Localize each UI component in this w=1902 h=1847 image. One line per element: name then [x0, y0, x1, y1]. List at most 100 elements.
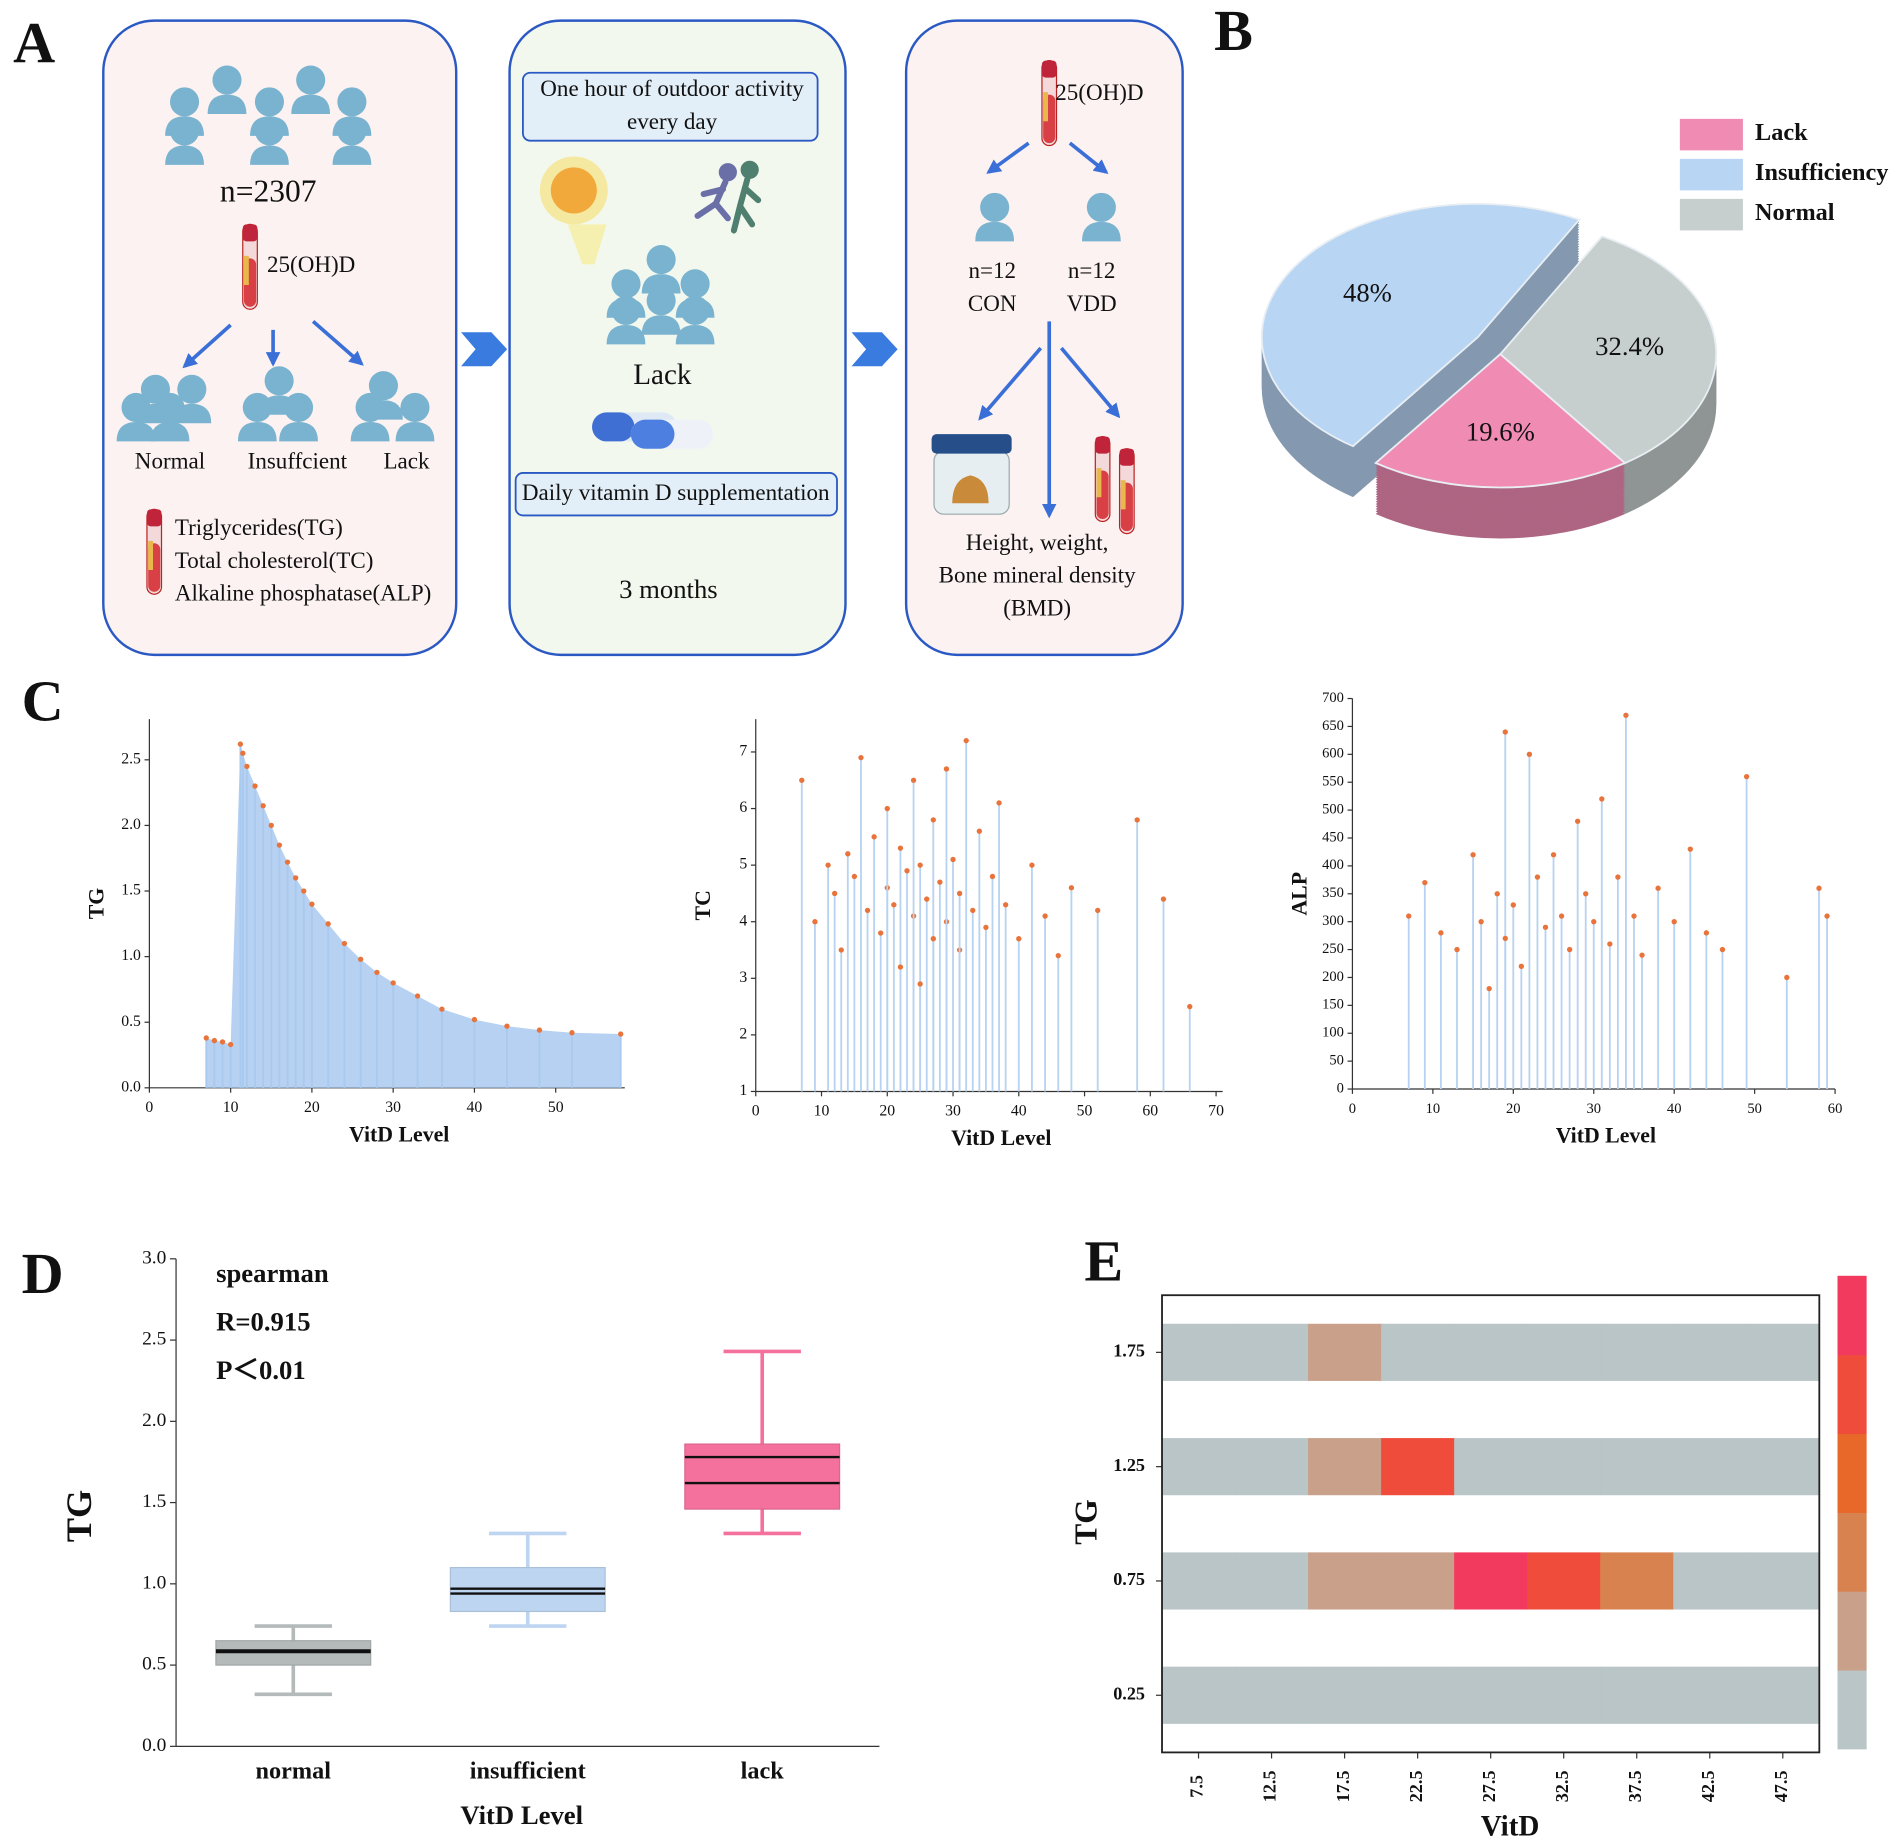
point	[1502, 729, 1508, 735]
x-tick-label: 60	[1142, 1103, 1158, 1120]
y-tick-label: 150	[1322, 997, 1344, 1013]
point	[569, 1030, 575, 1036]
point	[1615, 874, 1621, 880]
chevron	[461, 332, 508, 367]
heat-cell	[1673, 1438, 1747, 1496]
point	[1623, 712, 1629, 718]
point	[1029, 862, 1035, 868]
point	[1591, 919, 1597, 925]
point	[799, 777, 805, 783]
point	[1510, 902, 1516, 908]
y-tick-label: 2.0	[121, 816, 141, 833]
point	[897, 964, 904, 970]
point	[1550, 852, 1557, 858]
tube-icon	[1094, 435, 1111, 523]
point	[831, 890, 838, 897]
x-tick-label: 40	[1667, 1101, 1682, 1117]
y-tick-label: 650	[1322, 718, 1344, 734]
point	[897, 845, 904, 851]
colorbar-swatch	[1837, 1354, 1867, 1435]
x-tick-label: 60	[1828, 1101, 1843, 1117]
point	[917, 862, 923, 868]
y-tick-label: 400	[1322, 857, 1344, 873]
point	[1542, 924, 1549, 930]
point	[244, 763, 250, 770]
point	[1134, 817, 1140, 823]
y-tick-label: 200	[1322, 969, 1344, 985]
x-tick-label: 0	[145, 1099, 153, 1116]
x-axis-title: VitD Level	[1556, 1124, 1656, 1148]
heat-cell	[1600, 1323, 1674, 1381]
point	[1502, 935, 1508, 942]
pie-slice	[1499, 235, 1718, 465]
heat-cell	[1746, 1438, 1820, 1496]
point	[1703, 930, 1710, 936]
tube-icon	[1118, 448, 1135, 535]
point	[1454, 946, 1460, 953]
point	[1055, 952, 1061, 959]
point	[1639, 952, 1645, 958]
y-tick-label: 6	[739, 799, 747, 816]
point	[878, 930, 884, 936]
point	[845, 851, 851, 857]
point	[996, 800, 1002, 806]
point	[1438, 930, 1444, 936]
colorbar-swatch	[1837, 1669, 1867, 1750]
x-tick-label: 17.5	[1333, 1770, 1353, 1802]
group-label: Lack	[633, 359, 692, 391]
heat-cell	[1162, 1552, 1236, 1610]
heat-cell	[1381, 1438, 1455, 1496]
x-tick-label: 10	[814, 1103, 830, 1120]
point	[950, 856, 956, 863]
runner-icon	[694, 160, 762, 234]
point	[1816, 885, 1822, 891]
test-label: 25(OH)D	[1055, 79, 1143, 105]
y-tick-label: 3.0	[142, 1247, 166, 1268]
y-tick-label: 0.5	[121, 1013, 141, 1030]
y-axis-title: TG	[1068, 1499, 1103, 1545]
group-label: VDD	[1067, 290, 1117, 316]
x-axis-title: VitD Level	[951, 1126, 1051, 1150]
group-size: n=12	[1068, 257, 1116, 283]
y-tick-label: 0.75	[1113, 1569, 1145, 1589]
y-tick-label: 500	[1322, 801, 1344, 817]
y-tick-label: 2.5	[142, 1329, 166, 1350]
x-tick-label: 0	[752, 1103, 760, 1120]
colorbar-swatch	[1837, 1275, 1867, 1356]
x-tick-label: normal	[256, 1758, 332, 1785]
point	[910, 777, 917, 783]
point	[1187, 1003, 1193, 1010]
point	[937, 879, 943, 885]
box	[684, 1443, 841, 1510]
point	[374, 969, 380, 976]
point	[301, 888, 307, 894]
point	[357, 956, 364, 962]
supplement: Daily vitamin D supplementation	[522, 479, 830, 505]
heat-cell	[1162, 1438, 1236, 1496]
point	[1422, 879, 1428, 886]
measure: Total cholesterol(TC)	[175, 547, 374, 573]
point	[211, 1037, 218, 1044]
group-label: CON	[968, 290, 1017, 316]
pill-icon	[592, 412, 714, 449]
x-tick-label: 12.5	[1260, 1770, 1280, 1802]
x-tick-label: 42.5	[1698, 1770, 1718, 1802]
y-tick-label: 1.5	[142, 1491, 166, 1512]
group-label: Normal	[135, 448, 205, 474]
arrows	[978, 141, 1121, 519]
y-tick-label: 1.25	[1113, 1455, 1145, 1475]
point	[1406, 913, 1412, 919]
y-tick-label: 3	[739, 969, 747, 986]
colorbar-swatch	[1837, 1433, 1867, 1513]
y-tick-label: 50	[1329, 1052, 1344, 1068]
group-label: Lack	[383, 448, 430, 474]
arrows	[182, 320, 364, 369]
heat-cell	[1600, 1552, 1674, 1610]
point	[930, 817, 936, 823]
group-label: Insuffcient	[248, 448, 348, 474]
point	[1470, 852, 1476, 858]
x-tick-label: 0	[1349, 1101, 1356, 1117]
y-tick-label: 250	[1322, 941, 1344, 957]
x-tick-label: 27.5	[1479, 1770, 1499, 1802]
